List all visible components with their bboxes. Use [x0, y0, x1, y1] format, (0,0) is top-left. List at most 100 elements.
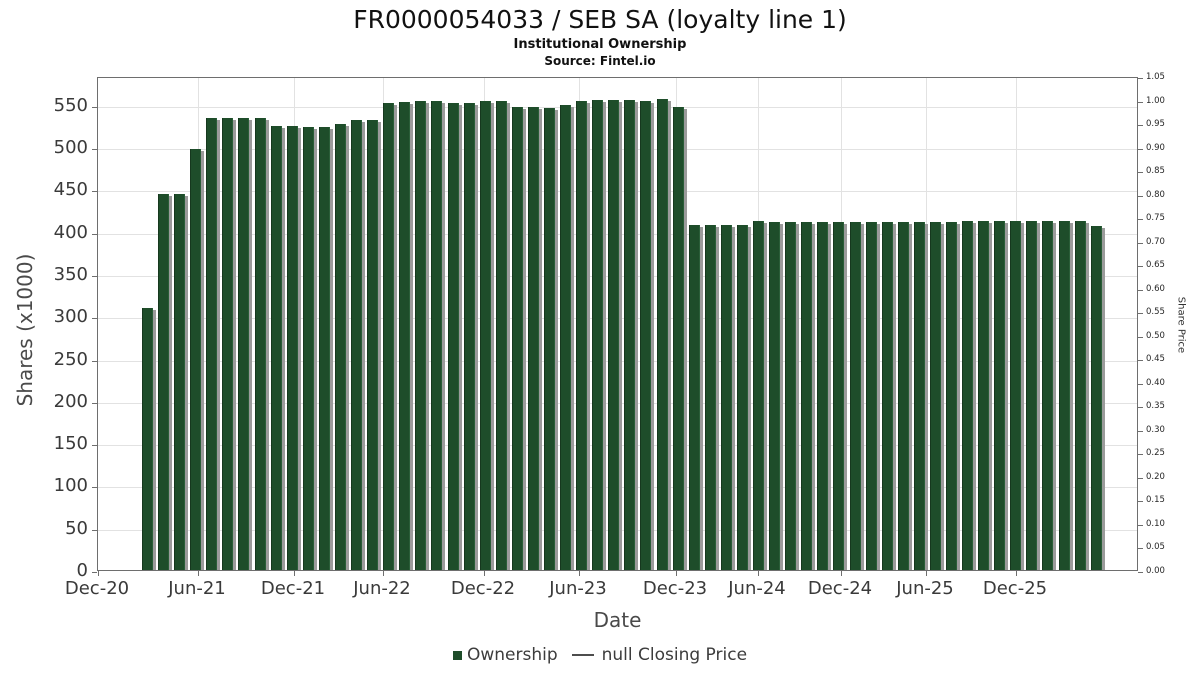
ownership-bar[interactable] — [978, 221, 990, 570]
ownership-bar[interactable] — [431, 101, 443, 570]
ownership-bar[interactable] — [704, 225, 716, 570]
plot-frame — [92, 77, 1143, 576]
y-tick-label-right: 0.10 — [1146, 518, 1165, 529]
ownership-bar[interactable] — [817, 222, 829, 570]
ownership-bar[interactable] — [688, 225, 700, 570]
ownership-bar[interactable] — [1010, 221, 1022, 570]
y-axis-tick-left — [92, 360, 97, 362]
x-tick-label: Jun-25 — [896, 578, 954, 599]
ownership-bar[interactable] — [576, 101, 588, 570]
chart-source: Source: Fintel.io — [544, 54, 656, 69]
bar-swatch-icon — [452, 650, 462, 660]
ownership-bar[interactable] — [544, 108, 555, 570]
x-axis-tick — [841, 571, 842, 576]
ownership-bar[interactable] — [656, 99, 668, 570]
ownership-bar[interactable] — [881, 222, 893, 570]
ownership-bar[interactable] — [527, 107, 539, 570]
y-axis-tick-right — [1138, 360, 1143, 362]
y-tick-label-right: 0.20 — [1146, 471, 1165, 482]
y-axis-tick-left — [92, 402, 97, 404]
ownership-bar[interactable] — [962, 221, 974, 570]
ownership-bar[interactable] — [158, 194, 170, 570]
ownership-bar[interactable] — [1074, 221, 1086, 570]
ownership-bar[interactable] — [206, 118, 218, 570]
ownership-bar[interactable] — [511, 107, 523, 570]
x-tick-label: Jun-24 — [728, 578, 786, 599]
ownership-bar[interactable] — [479, 101, 491, 570]
ownership-bar[interactable] — [994, 221, 1006, 570]
ownership-bar[interactable] — [785, 222, 797, 570]
y-axis-tick-left — [92, 529, 97, 531]
y-tick-label-right: 0.45 — [1146, 354, 1165, 365]
ownership-bar[interactable] — [367, 120, 379, 570]
ownership-bar[interactable] — [463, 103, 475, 570]
ownership-bar[interactable] — [270, 126, 282, 570]
ownership-bar[interactable] — [383, 103, 395, 570]
ownership-bar[interactable] — [624, 100, 636, 570]
ownership-bar[interactable] — [238, 118, 250, 570]
plot-area[interactable] — [98, 78, 1137, 570]
ownership-bar[interactable] — [174, 194, 186, 570]
y-tick-label-left: 50 — [65, 517, 88, 539]
ownership-bar[interactable] — [1026, 221, 1038, 570]
y-axis-tick-right — [1138, 125, 1143, 127]
x-tick-label: Dec-24 — [807, 578, 873, 599]
y-axis-tick-right — [1138, 101, 1143, 103]
x-axis-tick — [1016, 571, 1017, 576]
ownership-bar[interactable] — [833, 222, 845, 570]
ownership-bar[interactable] — [351, 120, 363, 570]
ownership-bar[interactable] — [334, 124, 346, 570]
y-axis-tick-right — [1138, 430, 1143, 432]
x-axis-tick — [294, 571, 295, 576]
ownership-bar[interactable] — [672, 107, 684, 570]
ownership-bar[interactable] — [592, 100, 604, 570]
y-tick-label-left: 150 — [53, 433, 88, 455]
legend-item-ownership[interactable]: Ownership — [452, 645, 558, 665]
x-axis-tick — [383, 571, 384, 576]
ownership-bar[interactable] — [447, 103, 459, 570]
y-axis-tick-right — [1138, 242, 1143, 244]
legend-item-price[interactable]: null Closing Price — [558, 645, 747, 665]
ownership-bar[interactable] — [142, 308, 153, 570]
ownership-bar[interactable] — [608, 100, 620, 570]
x-axis-tick — [484, 571, 485, 576]
ownership-bar[interactable] — [913, 222, 925, 570]
ownership-bar[interactable] — [415, 101, 427, 570]
ownership-bar[interactable] — [720, 225, 732, 570]
ownership-bar[interactable] — [1042, 221, 1054, 570]
ownership-bar[interactable] — [769, 222, 781, 570]
ownership-bar[interactable] — [254, 118, 266, 570]
x-axis-tick — [758, 571, 759, 576]
y-tick-label-right: 0.75 — [1146, 213, 1165, 224]
ownership-bar[interactable] — [1090, 226, 1102, 570]
ownership-bar[interactable] — [222, 118, 234, 570]
ownership-bar[interactable] — [929, 222, 941, 570]
y-axis-tick-right — [1138, 501, 1143, 503]
ownership-bar[interactable] — [190, 149, 202, 570]
ownership-bar[interactable] — [302, 127, 314, 570]
y-tick-label-left: 350 — [53, 263, 88, 285]
ownership-bar[interactable] — [286, 126, 298, 570]
ownership-bar[interactable] — [753, 221, 765, 570]
ownership-bar[interactable] — [801, 222, 813, 570]
ownership-bar[interactable] — [865, 222, 877, 570]
ownership-bar[interactable] — [946, 222, 957, 570]
ownership-bar[interactable] — [495, 101, 507, 570]
ownership-bar[interactable] — [1058, 221, 1070, 570]
ownership-bar[interactable] — [560, 105, 572, 570]
ownership-bar[interactable] — [640, 101, 652, 570]
ownership-bar[interactable] — [897, 222, 909, 570]
y-axis-tick-right — [1138, 313, 1143, 315]
ownership-bar[interactable] — [849, 222, 861, 570]
y-axis-tick-left — [92, 149, 97, 151]
title-block: FR0000054033 / SEB SA (loyalty line 1) I… — [0, 4, 1200, 68]
ownership-bar[interactable] — [318, 127, 330, 570]
ownership-bar[interactable] — [399, 102, 411, 570]
y-tick-label-right: 0.90 — [1146, 142, 1165, 153]
ownership-bar[interactable] — [736, 225, 748, 570]
x-tick-label: Jun-22 — [353, 578, 411, 599]
y-axis-tick-right — [1138, 454, 1143, 456]
y-tick-label-right: 0.05 — [1146, 542, 1165, 553]
x-axis-tick — [579, 571, 580, 576]
